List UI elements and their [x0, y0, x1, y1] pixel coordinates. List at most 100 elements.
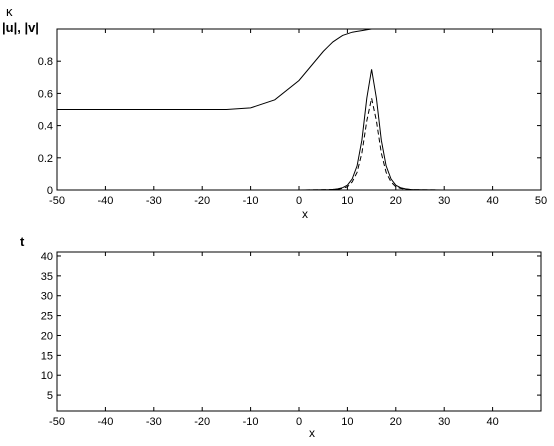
contour-line [326, 278, 366, 321]
contour-line [207, 399, 218, 408]
y-label: t [20, 234, 25, 249]
contour-blob [337, 261, 377, 307]
x-label: x [302, 207, 308, 221]
contour-line [345, 257, 377, 295]
contour-line [357, 258, 374, 277]
contour-line [262, 368, 268, 374]
contour-line [349, 235, 393, 285]
line-series [57, 69, 541, 191]
contour-line [209, 401, 214, 406]
contour-line [295, 344, 302, 351]
line-series [57, 28, 541, 110]
x-label: x [309, 426, 315, 440]
contour-blob [341, 252, 382, 299]
y-tick-label: 25 [41, 311, 53, 323]
contour-line [226, 374, 255, 400]
contour-line [249, 357, 281, 386]
y-tick-label: 30 [41, 291, 53, 303]
contour-line [229, 377, 252, 398]
x-tick-label: -20 [194, 416, 210, 428]
contour-line [324, 291, 356, 324]
contour-line [261, 348, 294, 378]
contour-line [315, 328, 323, 335]
contour-line [332, 269, 372, 314]
contour-line [274, 360, 281, 366]
contour-line [215, 385, 237, 404]
line-series [57, 98, 541, 191]
x-tick-label: 0 [296, 416, 302, 428]
y-tick-label: 0.8 [38, 56, 53, 68]
contour-line [353, 279, 361, 288]
contour-line [286, 352, 293, 358]
x-tick-label: -40 [97, 416, 113, 428]
contour-line [313, 296, 352, 336]
contour-line [264, 351, 291, 375]
contour-blob [226, 374, 255, 400]
contour-blob [332, 269, 372, 314]
contour-line [288, 337, 309, 357]
contour-line [279, 346, 300, 365]
y-tick-label: 0 [47, 185, 53, 197]
contour-blob [212, 383, 240, 407]
contour-line [317, 300, 348, 332]
contour-line [271, 357, 284, 369]
y-tick-label: 5 [47, 390, 53, 402]
x-tick-label: -30 [146, 416, 162, 428]
contour-line [336, 274, 368, 310]
x-tick-label: 30 [438, 195, 450, 207]
x-tick-label: -10 [243, 416, 259, 428]
contour-line [252, 360, 278, 383]
contour-line [285, 334, 313, 361]
contour-line [366, 255, 375, 265]
x-tick-label: 0 [296, 195, 302, 207]
contour-blob [344, 244, 387, 292]
contour-line [238, 385, 244, 390]
contour-line [329, 312, 337, 320]
contour-blob [249, 357, 281, 386]
y-tick-label: 0.4 [38, 121, 53, 133]
contour-line [338, 291, 354, 308]
contour-line [218, 388, 235, 403]
contour-blob [320, 287, 360, 328]
contour-line [328, 295, 352, 320]
contour-line [341, 265, 373, 302]
contour-blob [290, 322, 327, 357]
contour-line [353, 253, 379, 282]
contour-line [357, 245, 383, 275]
contour-line [310, 308, 340, 339]
contour-line [290, 322, 327, 357]
contour-blob [300, 313, 337, 350]
x-tick-label: 10 [341, 195, 353, 207]
contour-line [281, 331, 316, 365]
y-tick-label: 15 [41, 350, 53, 362]
contour-line [303, 317, 333, 346]
contour-line [332, 299, 348, 316]
contour-line [334, 287, 358, 313]
contour-line [276, 343, 303, 368]
contour-line [224, 393, 230, 398]
x-tick-label: 10 [341, 416, 353, 428]
x-tick-label: 20 [390, 416, 402, 428]
contour-blob [238, 365, 269, 393]
x-tick-label: -40 [97, 195, 113, 207]
contour-line [238, 365, 269, 393]
contour-line [341, 252, 382, 299]
contour-line [322, 320, 330, 328]
contour-line [349, 275, 365, 293]
contour-line [255, 363, 274, 380]
contour-line [244, 371, 262, 388]
contour-line [345, 270, 369, 298]
contour-line [311, 324, 326, 339]
y-label: |u|, |v| [2, 20, 39, 35]
contour-blob [313, 296, 352, 336]
contour-blob [281, 331, 316, 365]
contour-line [201, 394, 222, 412]
x-tick-label: 40 [486, 195, 498, 207]
contour-line [298, 329, 320, 350]
x-tick-label: 20 [390, 195, 402, 207]
contour-line [353, 266, 369, 285]
contour-line [348, 287, 356, 296]
x-tick-label: -30 [146, 195, 162, 207]
contour-line [247, 374, 259, 385]
